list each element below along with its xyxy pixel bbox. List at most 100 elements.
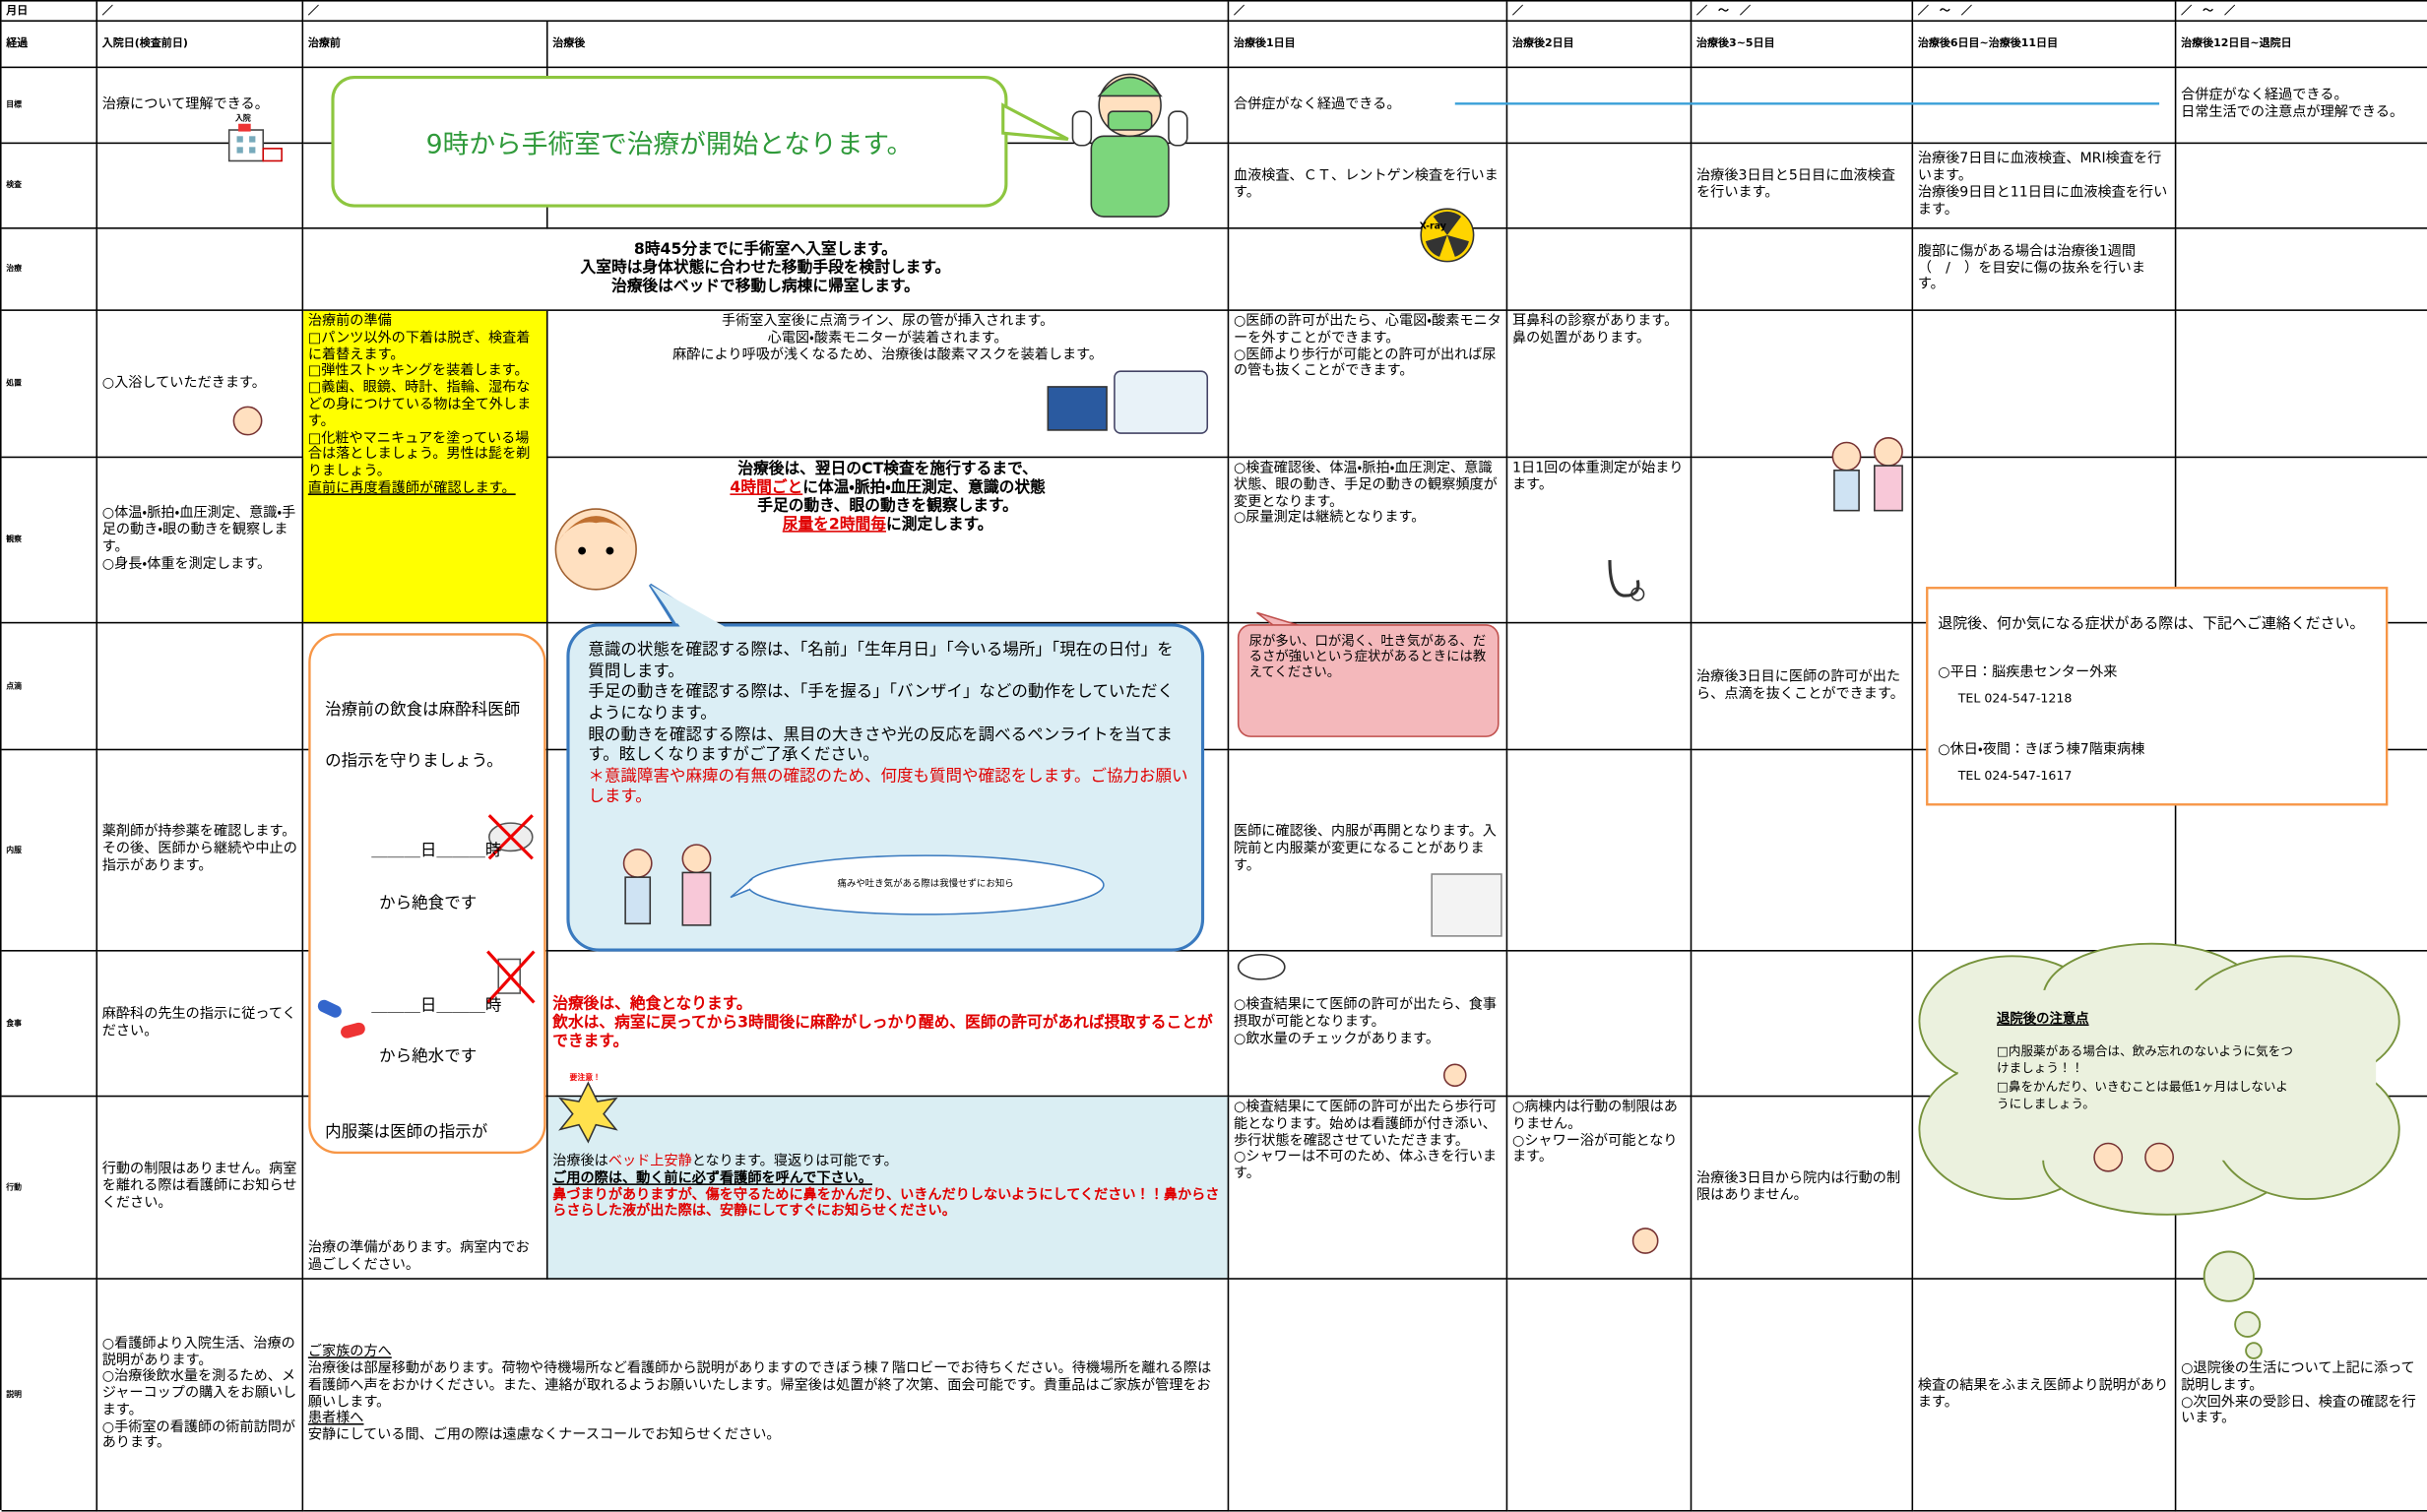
cell-text: 治療の準備があります。病室内でお過ごしください。 — [307, 1241, 530, 1274]
table-cell: ○病棟内は行動の制限はありません。 ○シャワー浴が可能となります。 — [1507, 1097, 1693, 1280]
caution-icon — [558, 1081, 618, 1144]
table-cell: 治療後3日目から院内は行動の制限はありません。 — [1692, 1097, 1914, 1280]
cell-text: ○検査確認後、体温・脈拍・血圧測定、意識状態、眼の動き、手足の動きの観察頻度が変… — [1233, 461, 1498, 527]
goal-callout-text: 9時から手術室で治療が開始となります。 — [425, 130, 914, 161]
no-food-icon — [487, 814, 534, 860]
table-cell: 医師に確認後、内服が再開となります。入院前と内服薬が変更になることがあります。 — [1229, 750, 1508, 952]
table-cell: 合併症がなく経過できる。 — [1229, 68, 1508, 145]
header-cell: 月日 — [1, 1, 98, 23]
table-cell: 治療の準備があります。病室内でお過ごしください。 — [303, 1097, 548, 1280]
text-run: ご家族の方へ — [307, 1344, 392, 1360]
table-cell — [2176, 750, 2427, 952]
medicine-text: 内服薬は医師の指示が — [325, 1123, 488, 1142]
cell-text: 行動の制限はありません。病室を離れる際は看護師にお知らせください。 — [101, 1162, 297, 1212]
table-cell — [1507, 228, 1693, 311]
cloud-title: 退院後の注意点 — [1997, 1011, 2089, 1028]
table-cell: ○体温・脈拍・血圧測定、意識・手足の動き・眼の動きを観察します。 ○身長・体重を… — [97, 458, 304, 624]
column-header: 治療後2日目 — [1511, 37, 1574, 50]
contact-holiday-tel: TEL 024-547-1617 — [1957, 769, 2073, 784]
row-label: 説明 — [6, 1390, 23, 1400]
bubble-tail — [730, 878, 753, 899]
header-cell: 治療後2日目 — [1507, 22, 1693, 69]
text-run: に測定します。 — [886, 516, 993, 535]
text-run: 鼻づまりがありますが、傷を守るために鼻をかんだり、いきんだりしないようにしてくだ… — [552, 1187, 1220, 1220]
table-cell — [2176, 229, 2427, 311]
cell-text: 耳鼻科の診察があります。鼻の処置があります。 — [1511, 314, 1679, 346]
table-cell — [1692, 68, 1914, 145]
date: ／ ～ ／ — [2181, 4, 2236, 17]
text-run: 直前に再度看護師が確認します。 — [307, 480, 516, 497]
date-cell: ／ ～ ／ — [1913, 1, 2177, 23]
callout-bubble-text: 痛みや吐き気がある際は我慢せずにお知ら — [837, 878, 1014, 890]
cell-text: 8時45分までに手術室へ入室します。 入室時は身体状態に合わせた移動手段を検討し… — [580, 241, 951, 296]
table-cell — [2176, 144, 2427, 229]
table-cell: ○入浴していただきます。 — [97, 310, 304, 459]
callout-tail — [1001, 102, 1069, 142]
column-header: 治療後 — [552, 37, 586, 50]
table-cell: 行動の制限はありません。病室を離れる際は看護師にお知らせください。 — [97, 1097, 304, 1280]
goal-callout-box — [331, 76, 1008, 208]
cell-text: 治療後3日目と5日目に血液検査を行います。 — [1696, 168, 1895, 202]
cell-text: 治療後は、翌日のCT検査を施行するまで、 4時間ごとに体温・脈拍・血圧測定、意識… — [548, 458, 1228, 538]
date-cell: ／ — [1229, 1, 1508, 23]
radiation-symbol — [1425, 211, 1469, 257]
water-time: ＿＿＿日＿＿＿時 — [371, 996, 502, 1016]
table-cell — [1692, 228, 1914, 311]
contact-holiday: ○休日・夜間：きぼう棟7階東病棟 — [1938, 742, 2145, 759]
table-cell: 腹部に傷がある場合は治療後1週間（ / ）を目安に傷の抜糸を行います。 — [1913, 228, 2177, 311]
date-cell: ／ ～ ／ — [1692, 1, 1914, 23]
text-run: 尿量を2時間毎 — [782, 516, 887, 535]
table-cell — [1229, 623, 1508, 751]
text-run: 治療前の準備 □パンツ以外の下着は脱ぎ、検査着に着替えます。 □弾性ストッキング… — [307, 314, 532, 480]
child-icon — [1442, 1063, 1467, 1088]
date: ／ — [101, 4, 113, 17]
cell-text: 治療後3日目に医師の許可が出たら、点滴を抜くことができます。 — [1696, 669, 1904, 702]
bath-icon — [232, 406, 263, 436]
text-run: 治療後は、翌日のCT検査を施行するまで、 — [737, 461, 1038, 478]
table-cell — [1913, 750, 2177, 952]
column-header: 治療前 — [307, 37, 341, 50]
cell-text: ○入浴していただきます。 — [101, 375, 266, 392]
table-cell: ○検査確認後、体温・脈拍・血圧測定、意識状態、眼の動き、手足の動きの観察頻度が変… — [1229, 458, 1508, 624]
row-label-cell: 目標 — [1, 68, 98, 145]
date-cell: ／ — [1507, 1, 1693, 23]
table-cell — [97, 144, 304, 229]
row-label: 行動 — [6, 1182, 23, 1192]
hospital-icon — [227, 123, 283, 162]
table-cell: 血液検査、ＣＴ、レントゲン検査を行います。 — [1229, 144, 1508, 229]
table-cell — [1507, 750, 1693, 952]
cell-text: 治療後7日目に血液検査、MRI検査を行います。 治療後9日目と11日目に血液検査… — [1917, 152, 2168, 219]
contact-title: 退院後、何か気になる症状がある際は、下記へご連絡ください。 — [1938, 615, 2365, 633]
doctor-icon — [1071, 73, 1188, 218]
column-header: 治療後12日目~退院日 — [2181, 37, 2292, 50]
table-cell: 合併症がなく経過できる。 日常生活での注意点が理解できる。 — [2176, 68, 2427, 145]
table-cell — [1507, 68, 1693, 145]
nurse-icon — [554, 508, 637, 591]
table-cell — [2176, 1097, 2427, 1280]
table-cell: ○看護師より入院生活、治療の説明があります。 ○治療後飲水量を測るため、メジャー… — [97, 1279, 304, 1512]
date-cell: ／ ～ ／ — [2176, 2, 2427, 23]
text-run: となります。寝返りは可能です。 — [691, 1154, 898, 1170]
table-cell: ○検査結果にて医師の許可が出たら、食事摂取が可能となります。 ○飲水量のチェック… — [1229, 951, 1508, 1098]
table-cell: 1日1回の体重測定が始まります。 — [1507, 458, 1693, 624]
row-label: 検査 — [6, 180, 23, 191]
table-cell: 治療前の準備 □パンツ以外の下着は脱ぎ、検査着に着替えます。 □弾性ストッキング… — [303, 310, 548, 624]
table-cell: 治療後3日目に医師の許可が出たら、点滴を抜くことができます。 — [1692, 623, 1914, 751]
fasting-time: ＿＿＿日＿＿＿時 — [371, 842, 502, 860]
cell-text: ○検査結果にて医師の許可が出たら歩行可能となります。始めは看護師が付き添い、歩行… — [1233, 1100, 1497, 1183]
cloud-item: □内服薬がある場合は、飲み忘れのないように気をつけましょう！！ — [1997, 1043, 2293, 1076]
xray-icon-label: X-ray — [1419, 220, 1446, 232]
observation-callout: 意識の状態を確認する際は、「名前」「生年月日」「今いる場所」「現在の日付」を質問… — [588, 641, 1188, 810]
row-label: 治療 — [6, 264, 23, 275]
table-cell: 麻酔科の先生の指示に従ってください。 — [97, 951, 304, 1098]
callout-note: ＊意識障害や麻痺の有無の確認のため、何度も質問や確認をします。ご協力お願いします… — [588, 767, 1188, 807]
text-run: ベッド上安静 — [607, 1154, 692, 1170]
contact-weekday: ○平日：脳疾患センター外来 — [1938, 664, 2118, 681]
table-cell — [1692, 458, 1914, 624]
row-label: 内服 — [6, 845, 23, 855]
callout-paragraph: 眼の動きを確認する際は、黒目の大きさや光の反応を調べるペンライトを当てます。眩し… — [588, 724, 1173, 765]
monitor-icon — [1047, 386, 1108, 431]
table-cell: 耳鼻科の診察があります。鼻の処置があります。 — [1507, 310, 1693, 459]
